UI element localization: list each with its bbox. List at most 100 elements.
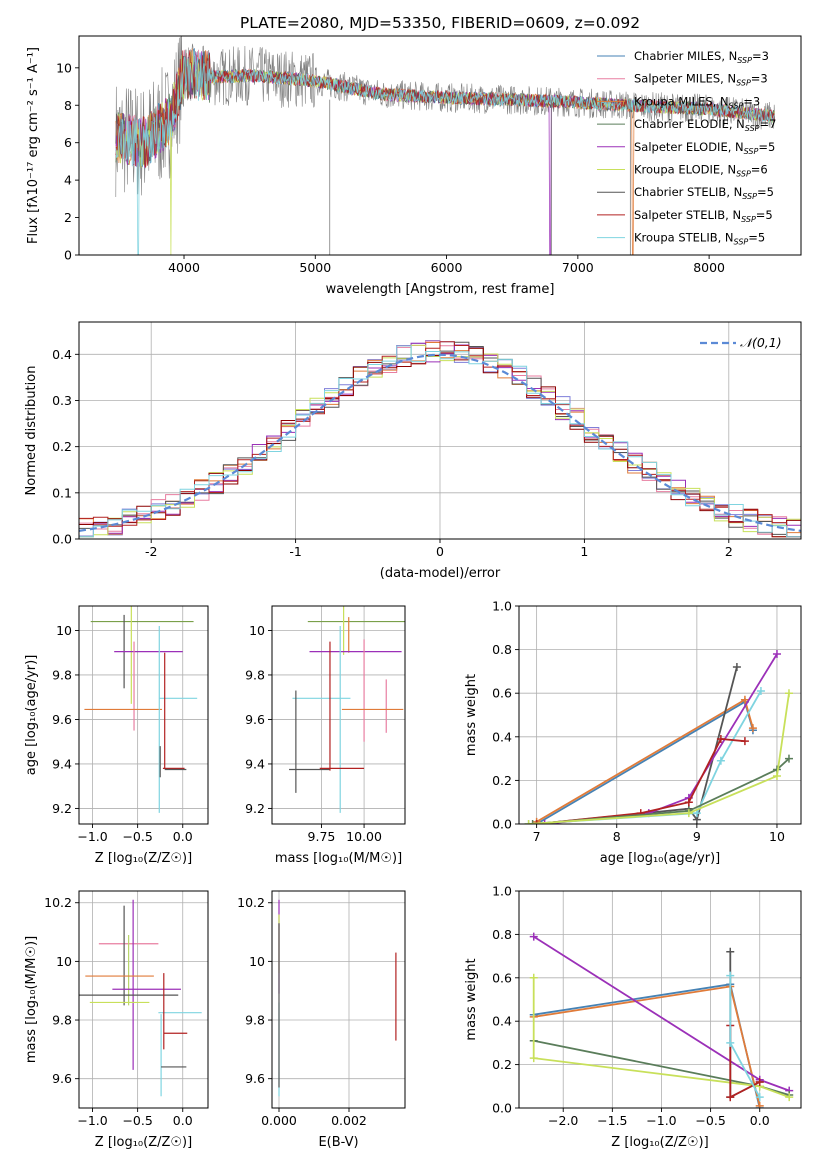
x-tick-label: −0.5	[695, 1113, 725, 1128]
plus-marker	[524, 820, 533, 824]
x-axis-label: Z [log₁₀(Z/Z☉)]	[95, 851, 192, 866]
plot-area	[289, 606, 405, 813]
plus-marker	[726, 1093, 735, 1102]
mass-weight-line	[533, 985, 761, 1107]
mass-weight-line	[729, 951, 761, 1099]
plot-area	[278, 899, 397, 1097]
legend-label: Salpeter ELODIE, NSSP=5	[634, 140, 775, 156]
x-tick-label: −1.0	[646, 1113, 676, 1128]
plus-marker	[529, 1054, 538, 1063]
x-tick-label: 4000	[168, 260, 200, 275]
x-tick-label: 0.0	[173, 829, 193, 844]
y-tick-label: 9.8	[52, 1013, 72, 1028]
y-tick-label: 9.4	[245, 756, 265, 771]
x-axis-label: (data-model)/error	[380, 566, 501, 581]
y-tick-label: 1.0	[492, 884, 512, 899]
panel-age-vs-Z: −1.0 −0.5 0.0 9.2 9.4 9.6 9.8 10 Z [log₁₀(Z/Z☉)]…	[24, 605, 209, 866]
plus-marker	[532, 820, 541, 824]
x-tick-label: 10.00	[346, 829, 382, 844]
panel-weight-vs-Z: −2.0 −1.5 −1.0 −0.5 0.0 0.0 0.2 0.4 0.6 0.8 1.0 Z […	[464, 884, 802, 1150]
x-tick-label: −1.0	[77, 829, 107, 844]
y-tick-label: 10	[56, 60, 72, 75]
x-axis-label: Z [log₁₀(Z/Z☉)]	[611, 1135, 708, 1150]
y-tick-label: 0.3	[52, 393, 72, 408]
x-tick-label: 0.002	[331, 1113, 367, 1128]
y-tick-label: 9.2	[52, 801, 72, 816]
x-tick-label: 9	[693, 829, 701, 844]
plot-area	[79, 340, 801, 538]
axes-frame	[518, 890, 802, 1109]
y-tick-label: 9.8	[245, 1013, 265, 1028]
axes-frame	[271, 890, 406, 1109]
histogram-step	[79, 342, 801, 538]
y-tick-label: 10	[249, 954, 265, 969]
y-tick-label: 0.6	[492, 686, 512, 701]
axes-frame	[78, 890, 209, 1109]
y-tick-label: 6	[64, 135, 72, 150]
plus-marker	[756, 687, 765, 696]
plus-marker	[716, 734, 725, 743]
panel-mass-vs-EBV: 0.000 0.002 9.6 9.8 10 10.2 E(B-V)	[237, 890, 406, 1150]
x-tick-label: 8	[613, 829, 621, 844]
legend-label: Salpeter MILES, NSSP=3	[634, 72, 768, 88]
legend-label: Kroupa ELODIE, NSSP=6	[634, 163, 768, 179]
plus-marker	[748, 724, 757, 733]
y-tick-label: 1.0	[492, 599, 512, 614]
y-axis-label: mass [log₁₀(M/M☉)]	[24, 936, 39, 1063]
y-tick-label: 8	[64, 98, 72, 113]
y-tick-label: 9.4	[52, 756, 72, 771]
panel-mass-vs-Z: −1.0 −0.5 0.0 9.6 9.8 10 10.2 Z [log₁₀(Z/Z☉)] ma…	[24, 890, 209, 1150]
legend-label: 𝒩(0,1)	[740, 335, 782, 350]
panel-age-vs-mass: 9.75 10.00 9.2 9.4 9.6 9.8 10 mass [log₁₀(M/M☉)…	[245, 605, 406, 866]
y-tick-label: 0.0	[492, 817, 512, 832]
plus-marker	[529, 973, 538, 982]
x-tick-label: 0.0	[750, 1113, 770, 1128]
plus-marker	[740, 737, 749, 746]
mass-weight-line	[528, 693, 790, 824]
y-tick-label: 0.8	[492, 642, 512, 657]
y-tick-label: 0.0	[52, 532, 72, 547]
y-tick-label: 0.4	[492, 729, 512, 744]
x-tick-label: -2	[145, 544, 157, 559]
x-tick-label: -1	[289, 544, 301, 559]
plus-marker	[755, 1077, 764, 1086]
x-tick-label: 0.000	[261, 1113, 297, 1128]
y-tick-label: 0.4	[492, 1014, 512, 1029]
plus-marker	[784, 754, 793, 763]
y-axis-label: Flux [fλ10⁻¹⁷ erg cm⁻² s⁻¹ A⁻¹]	[26, 47, 41, 244]
axes-frame	[271, 605, 406, 825]
x-tick-label: 0	[436, 544, 444, 559]
y-tick-label: 9.8	[52, 667, 72, 682]
legend-label: Chabrier MILES, NSSP=3	[634, 49, 769, 65]
plus-marker	[740, 695, 749, 704]
x-tick-label: −1.0	[77, 1113, 107, 1128]
plot-area	[79, 899, 202, 1097]
y-tick-label: 10	[56, 623, 72, 638]
x-axis-label: Z [log₁₀(Z/Z☉)]	[95, 1135, 192, 1150]
plus-marker	[772, 772, 781, 781]
x-tick-label: 8000	[693, 260, 725, 275]
y-tick-label: 0.6	[492, 970, 512, 985]
plus-marker	[684, 809, 693, 818]
plus-marker	[529, 932, 538, 941]
figure-title: PLATE=2080, MJD=53350, FIBERID=0609, z=0…	[240, 14, 640, 32]
y-axis-label: mass weight	[464, 674, 479, 756]
x-tick-label: 10	[769, 829, 785, 844]
x-tick-label: −2.0	[548, 1113, 578, 1128]
axes-frame	[518, 605, 802, 825]
y-axis-label: age [log₁₀(age/yr)]	[24, 655, 39, 776]
y-tick-label: 0.8	[492, 927, 512, 942]
y-tick-label: 9.6	[52, 712, 72, 727]
x-tick-label: 2	[725, 544, 733, 559]
x-tick-label: 5000	[299, 260, 331, 275]
panel-weight-vs-age: 7 8 9 10 0.0 0.2 0.4 0.6 0.8 1.0 age [log₁₀(age/yr…	[464, 599, 802, 866]
x-tick-label: −1.5	[597, 1113, 627, 1128]
plot-area	[524, 649, 793, 824]
y-tick-label: 9.2	[245, 801, 265, 816]
y-axis-label: Normed distribution	[24, 366, 39, 496]
plus-marker	[772, 649, 781, 658]
plus-marker	[716, 756, 725, 765]
x-tick-label: −0.5	[122, 1113, 152, 1128]
